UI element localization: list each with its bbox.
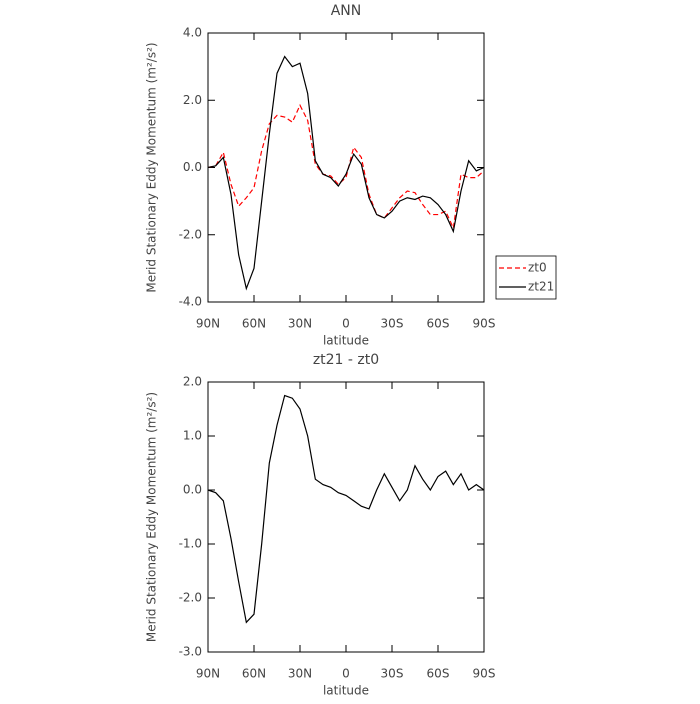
chart-title: ANN	[331, 3, 362, 19]
x-tick-label: 90S	[473, 317, 496, 331]
x-tick-label: 60S	[427, 317, 450, 331]
y-tick-label: 0.0	[183, 483, 202, 497]
x-tick-label: 30N	[288, 317, 312, 331]
y-axis-label: Merid Stationary Eddy Momentum (m²/s²)	[145, 42, 159, 292]
y-tick-label: 4.0	[183, 26, 202, 40]
legend-label: zt0	[528, 261, 547, 275]
legend-label: zt21	[528, 280, 554, 294]
x-tick-label: 60S	[427, 667, 450, 681]
data-line	[207, 55, 485, 291]
legend-box	[495, 255, 557, 300]
y-tick-label: 0.0	[183, 160, 202, 174]
x-tick-label: 90N	[196, 317, 220, 331]
x-tick-label: 0	[342, 317, 350, 331]
x-tick-label: 90S	[473, 667, 496, 681]
x-tick-label: 60N	[242, 317, 266, 331]
plot-frame	[207, 381, 485, 653]
y-tick-label: -3.0	[179, 645, 202, 659]
data-line	[207, 394, 485, 624]
y-tick-label: 1.0	[183, 429, 202, 443]
x-tick-label: 60N	[242, 667, 266, 681]
x-tick-label: 30S	[381, 667, 404, 681]
x-axis-label: latitude	[323, 684, 369, 698]
y-tick-label: -4.0	[179, 295, 202, 309]
data-line	[207, 103, 485, 231]
x-tick-label: 90N	[196, 667, 220, 681]
y-tick-label: -1.0	[179, 537, 202, 551]
y-tick-label: 2.0	[183, 375, 202, 389]
plot-frame	[207, 32, 485, 303]
x-tick-label: 0	[342, 667, 350, 681]
x-axis-label: latitude	[323, 334, 369, 348]
y-tick-label: 2.0	[183, 93, 202, 107]
y-tick-label: -2.0	[179, 591, 202, 605]
chart-title: zt21 - zt0	[313, 352, 379, 368]
x-tick-label: 30S	[381, 317, 404, 331]
x-tick-label: 30N	[288, 667, 312, 681]
y-tick-label: -2.0	[179, 227, 202, 241]
y-axis-label: Merid Stationary Eddy Momentum (m²/s²)	[145, 392, 159, 642]
